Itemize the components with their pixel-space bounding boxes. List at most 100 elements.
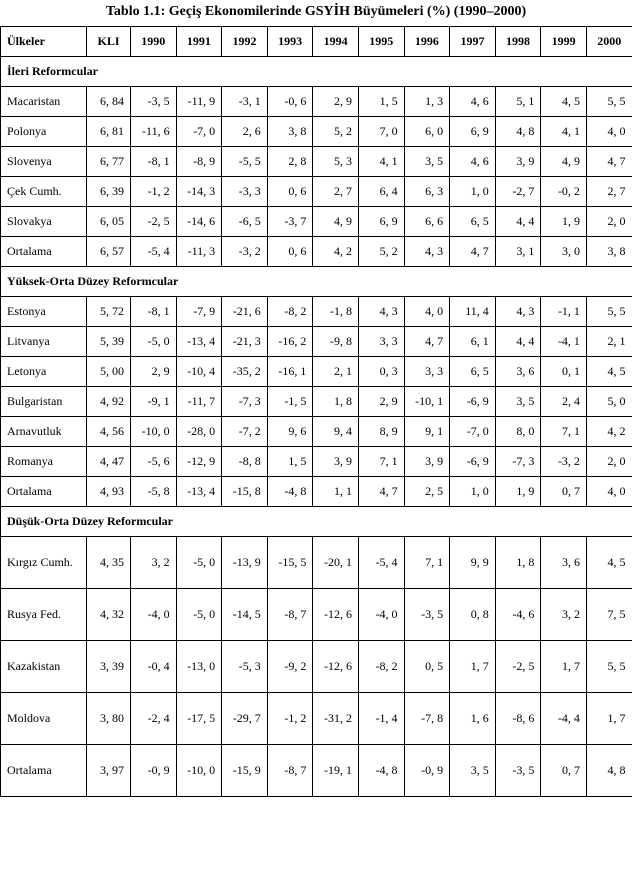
value-cell: 4, 92: [87, 387, 131, 417]
value-cell: 6, 77: [87, 147, 131, 177]
value-cell: -21, 6: [222, 297, 268, 327]
table-row: Romanya4, 47-5, 6-12, 9-8, 81, 53, 97, 1…: [1, 447, 632, 477]
value-cell: 4, 0: [586, 477, 632, 507]
value-cell: 4, 2: [313, 237, 359, 267]
value-cell: 4, 6: [450, 87, 496, 117]
value-cell: 5, 5: [586, 297, 632, 327]
value-cell: -8, 8: [222, 447, 268, 477]
value-cell: -15, 8: [222, 477, 268, 507]
value-cell: -6, 9: [450, 447, 496, 477]
table-row: Estonya5, 72-8, 1-7, 9-21, 6-8, 2-1, 84,…: [1, 297, 632, 327]
value-cell: -5, 0: [176, 589, 222, 641]
col-header: 1996: [404, 27, 450, 57]
value-cell: 4, 47: [87, 447, 131, 477]
value-cell: 6, 5: [450, 207, 496, 237]
value-cell: 4, 1: [541, 117, 587, 147]
value-cell: -4, 0: [131, 589, 177, 641]
value-cell: 5, 5: [586, 87, 632, 117]
value-cell: -12, 9: [176, 447, 222, 477]
col-header: 1994: [313, 27, 359, 57]
value-cell: 6, 9: [358, 207, 404, 237]
section-header-row: Yüksek-Orta Düzey Reformcular: [1, 267, 632, 297]
col-header: 1990: [131, 27, 177, 57]
value-cell: -2, 7: [495, 177, 541, 207]
table-row: Kazakistan3, 39-0, 4-13, 0-5, 3-9, 2-12,…: [1, 641, 632, 693]
value-cell: 3, 97: [87, 745, 131, 797]
value-cell: 1, 1: [313, 477, 359, 507]
value-cell: 1, 3: [404, 87, 450, 117]
value-cell: 1, 7: [450, 641, 496, 693]
value-cell: 2, 8: [267, 147, 313, 177]
value-cell: -3, 3: [222, 177, 268, 207]
table-row: Slovenya6, 77-8, 1-8, 9-5, 52, 85, 34, 1…: [1, 147, 632, 177]
value-cell: 4, 8: [495, 117, 541, 147]
value-cell: 5, 39: [87, 327, 131, 357]
value-cell: -8, 2: [267, 297, 313, 327]
value-cell: 2, 0: [586, 447, 632, 477]
country-cell: Letonya: [1, 357, 87, 387]
country-cell: Ortalama: [1, 237, 87, 267]
value-cell: -0, 2: [541, 177, 587, 207]
value-cell: 4, 0: [404, 297, 450, 327]
value-cell: -7, 9: [176, 297, 222, 327]
value-cell: -13, 4: [176, 327, 222, 357]
country-cell: Slovakya: [1, 207, 87, 237]
value-cell: -10, 0: [131, 417, 177, 447]
value-cell: -8, 1: [131, 297, 177, 327]
value-cell: 2, 4: [541, 387, 587, 417]
value-cell: 1, 7: [586, 693, 632, 745]
value-cell: -0, 9: [131, 745, 177, 797]
country-cell: Macaristan: [1, 87, 87, 117]
value-cell: 6, 81: [87, 117, 131, 147]
col-header: 1993: [267, 27, 313, 57]
col-header: 1995: [358, 27, 404, 57]
section-header-row: İleri Reformcular: [1, 57, 632, 87]
value-cell: 0, 3: [358, 357, 404, 387]
value-cell: 8, 9: [358, 417, 404, 447]
value-cell: -7, 3: [495, 447, 541, 477]
country-cell: Polonya: [1, 117, 87, 147]
col-header: KLI: [87, 27, 131, 57]
value-cell: 2, 5: [404, 477, 450, 507]
country-cell: Kazakistan: [1, 641, 87, 693]
value-cell: -2, 5: [495, 641, 541, 693]
country-cell: Ortalama: [1, 477, 87, 507]
value-cell: -14, 3: [176, 177, 222, 207]
gdp-table: Ülkeler KLI 1990 1991 1992 1993 1994 199…: [0, 26, 632, 797]
value-cell: 1, 8: [495, 537, 541, 589]
value-cell: -5, 3: [222, 641, 268, 693]
table-row: Litvanya5, 39-5, 0-13, 4-21, 3-16, 2-9, …: [1, 327, 632, 357]
value-cell: 9, 1: [404, 417, 450, 447]
value-cell: 3, 2: [541, 589, 587, 641]
value-cell: 5, 5: [586, 641, 632, 693]
value-cell: -1, 1: [541, 297, 587, 327]
value-cell: -31, 2: [313, 693, 359, 745]
value-cell: 1, 0: [450, 477, 496, 507]
value-cell: -11, 6: [131, 117, 177, 147]
value-cell: 4, 9: [541, 147, 587, 177]
value-cell: -5, 5: [222, 147, 268, 177]
value-cell: 3, 9: [495, 147, 541, 177]
value-cell: -8, 7: [267, 589, 313, 641]
section-label: Yüksek-Orta Düzey Reformcular: [1, 267, 632, 297]
value-cell: 11, 4: [450, 297, 496, 327]
value-cell: -3, 2: [222, 237, 268, 267]
value-cell: 4, 35: [87, 537, 131, 589]
value-cell: -1, 8: [313, 297, 359, 327]
country-cell: Litvanya: [1, 327, 87, 357]
country-cell: Bulgaristan: [1, 387, 87, 417]
value-cell: 5, 1: [495, 87, 541, 117]
value-cell: 2, 1: [586, 327, 632, 357]
value-cell: 9, 9: [450, 537, 496, 589]
table-row: Rusya Fed.4, 32-4, 0-5, 0-14, 5-8, 7-12,…: [1, 589, 632, 641]
country-cell: Rusya Fed.: [1, 589, 87, 641]
value-cell: -0, 6: [267, 87, 313, 117]
value-cell: 4, 0: [586, 117, 632, 147]
country-cell: Çek Cumh.: [1, 177, 87, 207]
value-cell: 4, 93: [87, 477, 131, 507]
value-cell: -9, 2: [267, 641, 313, 693]
value-cell: -20, 1: [313, 537, 359, 589]
value-cell: -1, 5: [267, 387, 313, 417]
value-cell: 6, 0: [404, 117, 450, 147]
table-row: Ortalama3, 97-0, 9-10, 0-15, 9-8, 7-19, …: [1, 745, 632, 797]
